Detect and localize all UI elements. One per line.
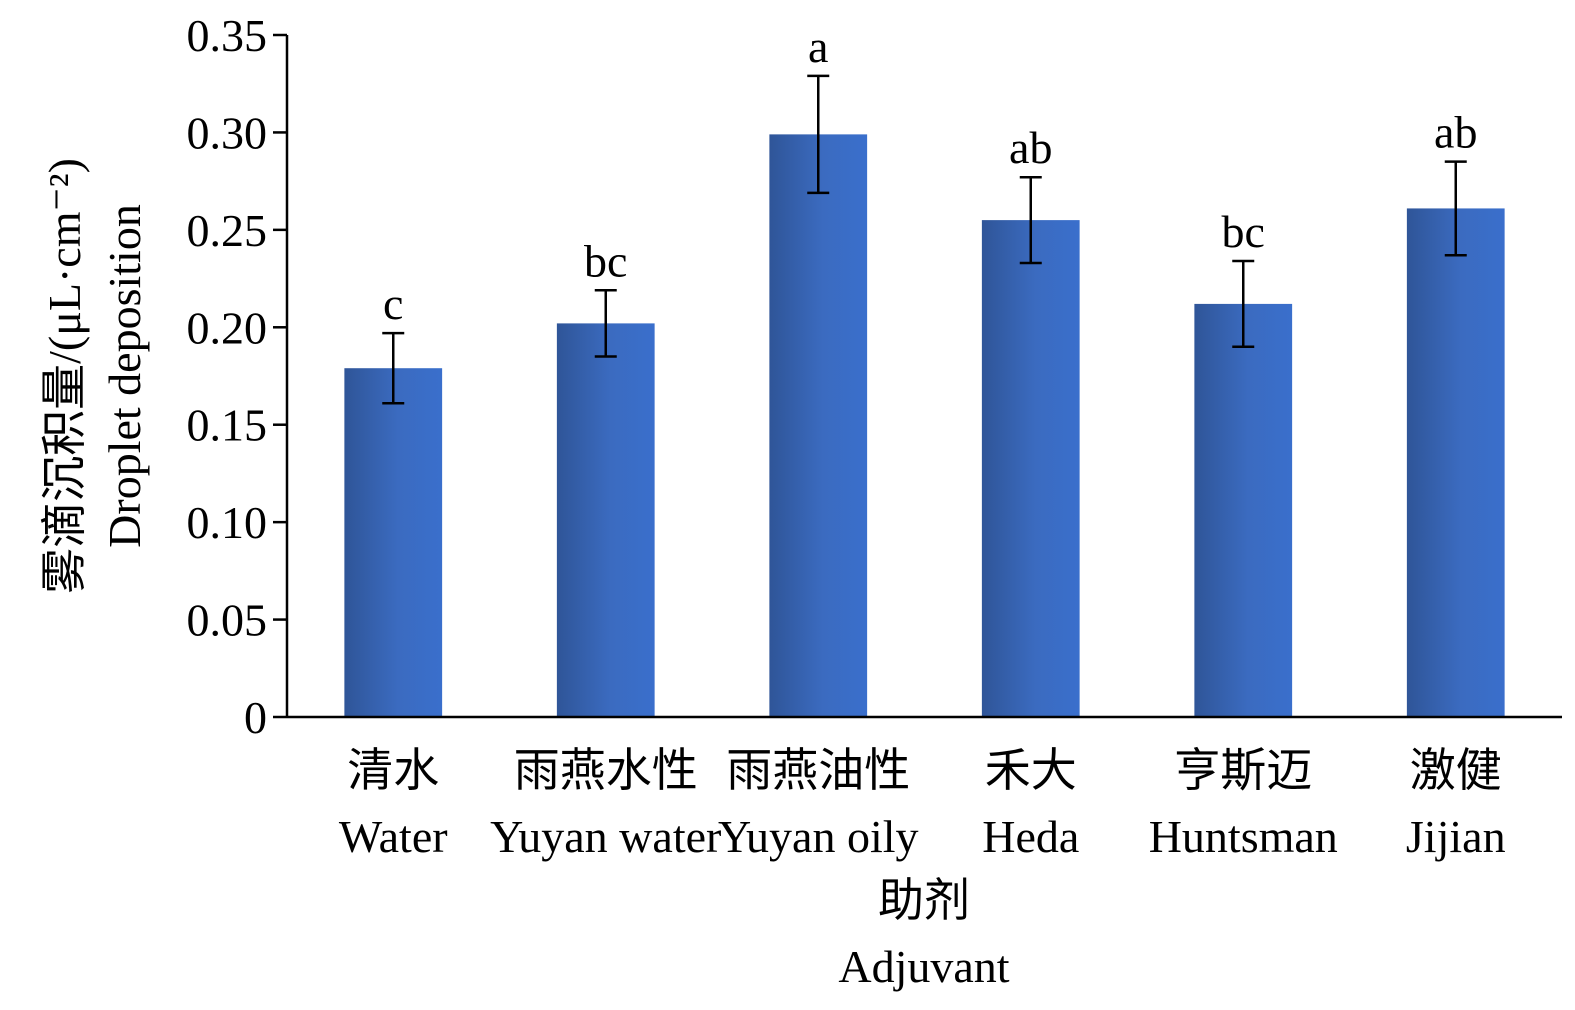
- category-label-en: Jijian: [1406, 811, 1506, 862]
- category-label-zh: 雨燕水性: [514, 745, 698, 796]
- y-tick-label: 0.15: [187, 400, 268, 451]
- significance-label: ab: [1434, 107, 1477, 158]
- y-axis-title-zh: 雾滴沉积量/(μL·cm⁻²): [39, 158, 90, 594]
- bars-group: c bc a ab bc ab: [344, 21, 1505, 717]
- category-label-en: Yuyan water: [490, 811, 721, 862]
- category-label-zh: 清水: [347, 745, 439, 796]
- category-label-en: Water: [339, 811, 448, 862]
- y-tick-label: 0.10: [187, 497, 268, 548]
- y-ticks-group: 0 0.05 0.10 0.15 0.20 0.25 0.30 0.35: [187, 10, 287, 743]
- y-axis-title-en: Droplet deposition: [99, 204, 150, 548]
- category-label-zh: 雨燕油性: [726, 745, 910, 796]
- bar: [981, 220, 1080, 717]
- bar: [769, 134, 868, 717]
- significance-label: c: [383, 278, 403, 329]
- category-label-zh: 激健: [1410, 745, 1502, 796]
- bar: [1194, 303, 1293, 717]
- y-tick-label: 0: [244, 692, 267, 743]
- significance-label: ab: [1009, 122, 1052, 173]
- y-tick-label: 0.30: [187, 107, 268, 158]
- bar: [1406, 208, 1505, 717]
- y-tick-label: 0.20: [187, 302, 268, 353]
- x-axis-title-en: Adjuvant: [838, 941, 1009, 992]
- y-tick-label: 0.25: [187, 205, 268, 256]
- x-axis-title-zh: 助剂: [878, 875, 970, 926]
- y-tick-label: 0.35: [187, 10, 268, 61]
- significance-label: bc: [584, 235, 627, 286]
- bar: [556, 323, 655, 717]
- bar: [344, 368, 443, 717]
- significance-label: a: [808, 21, 828, 72]
- category-label-zh: 亨斯迈: [1174, 745, 1312, 796]
- axes-group: [285, 35, 1562, 719]
- category-label-en: Yuyan oily: [718, 811, 919, 862]
- significance-label: bc: [1222, 206, 1265, 257]
- category-label-zh: 禾大: [985, 745, 1077, 796]
- y-tick-label: 0.05: [187, 595, 268, 646]
- category-label-en: Huntsman: [1149, 811, 1338, 862]
- category-label-en: Heda: [982, 811, 1079, 862]
